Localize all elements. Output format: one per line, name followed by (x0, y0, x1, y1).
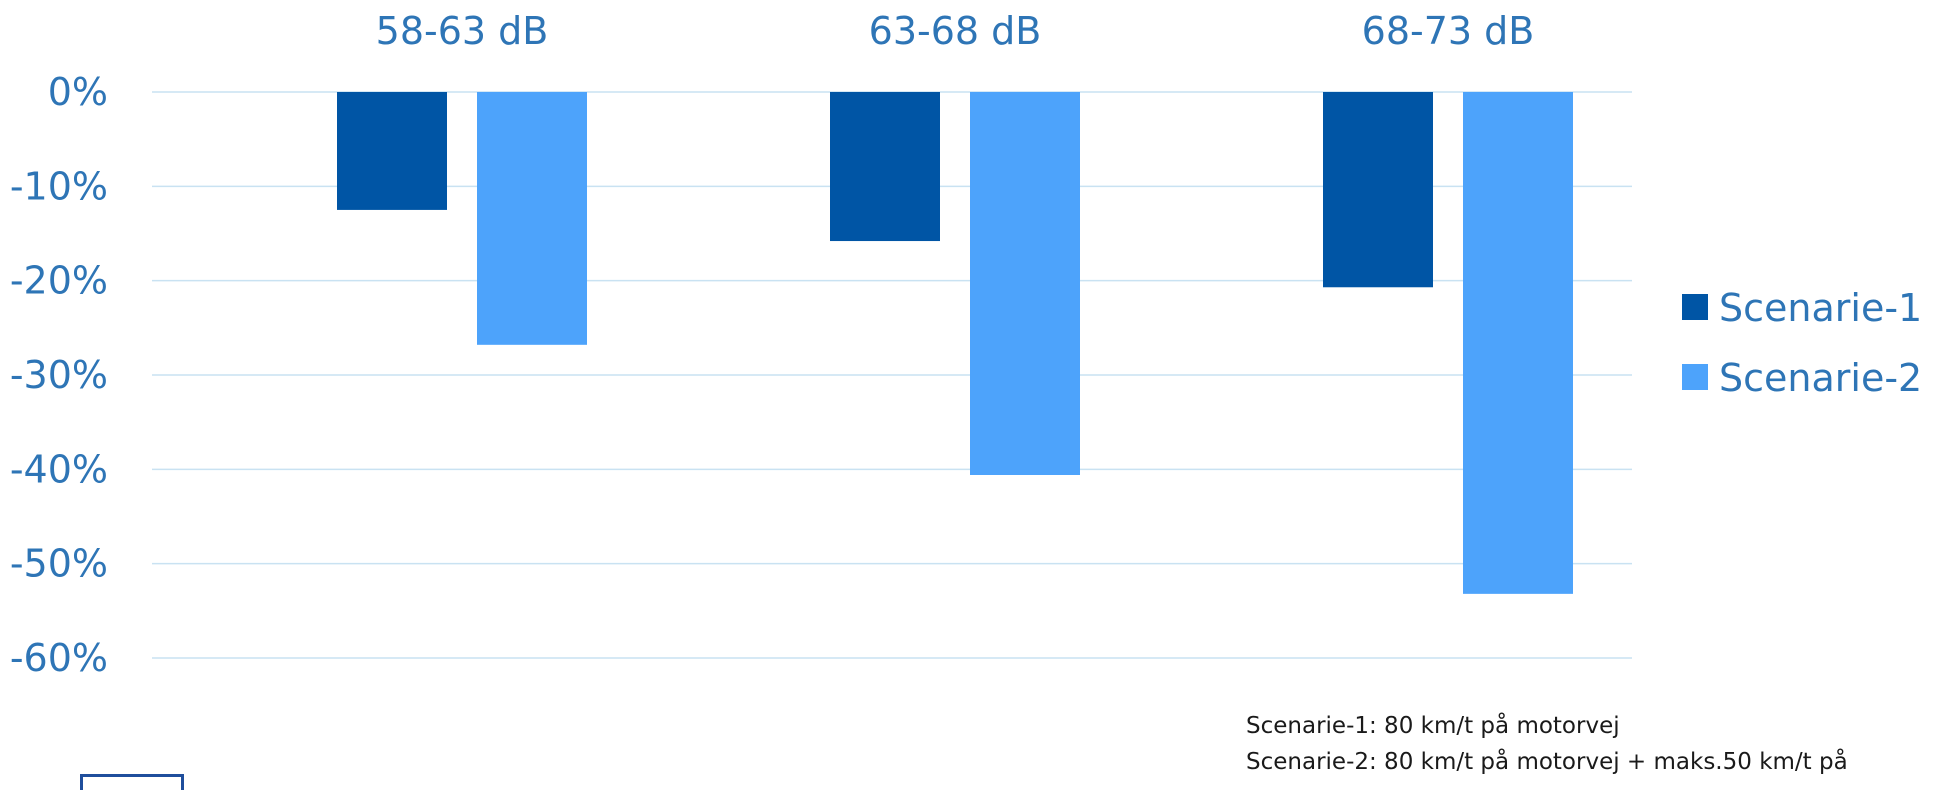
note-scenarie-2: Scenarie-2: 80 km/t på motorvej + maks.5… (1246, 749, 1848, 775)
y-tick-label: 0% (48, 70, 108, 114)
y-tick-label: -50% (10, 542, 108, 586)
legend-label: Scenarie-1 (1719, 286, 1922, 330)
bar-scenarie-1 (1323, 92, 1433, 288)
category-label: 58-63 dB (376, 9, 549, 53)
logo (80, 774, 184, 790)
bar-scenarie-2 (1463, 92, 1573, 594)
y-tick-label: -60% (10, 636, 108, 680)
bar-scenarie-2 (970, 92, 1080, 475)
bar-scenarie-1 (337, 92, 447, 210)
scenario-notes: Scenarie-1: 80 km/t på motorvej Scenarie… (1246, 708, 1848, 780)
bars (337, 92, 1573, 594)
legend: Scenarie-1 Scenarie-2 (1682, 286, 1922, 400)
legend-swatch (1682, 364, 1708, 390)
bar-scenarie-2 (477, 92, 587, 345)
note-scenarie-1: Scenarie-1: 80 km/t på motorvej (1246, 713, 1620, 739)
bar-scenarie-1 (830, 92, 940, 242)
category-labels: 58-63 dB 63-68 dB 68-73 dB (376, 9, 1535, 53)
category-label: 63-68 dB (869, 9, 1042, 53)
y-tick-label: -40% (10, 447, 108, 491)
category-label: 68-73 dB (1362, 9, 1535, 53)
y-tick-label: -20% (10, 259, 108, 303)
y-tick-label: -30% (10, 353, 108, 397)
y-tick-label: -10% (10, 164, 108, 208)
legend-swatch (1682, 294, 1708, 320)
legend-label: Scenarie-2 (1719, 356, 1922, 400)
y-axis-tick-labels: 0% -10% -20% -30% -40% -50% -60% (10, 70, 108, 680)
